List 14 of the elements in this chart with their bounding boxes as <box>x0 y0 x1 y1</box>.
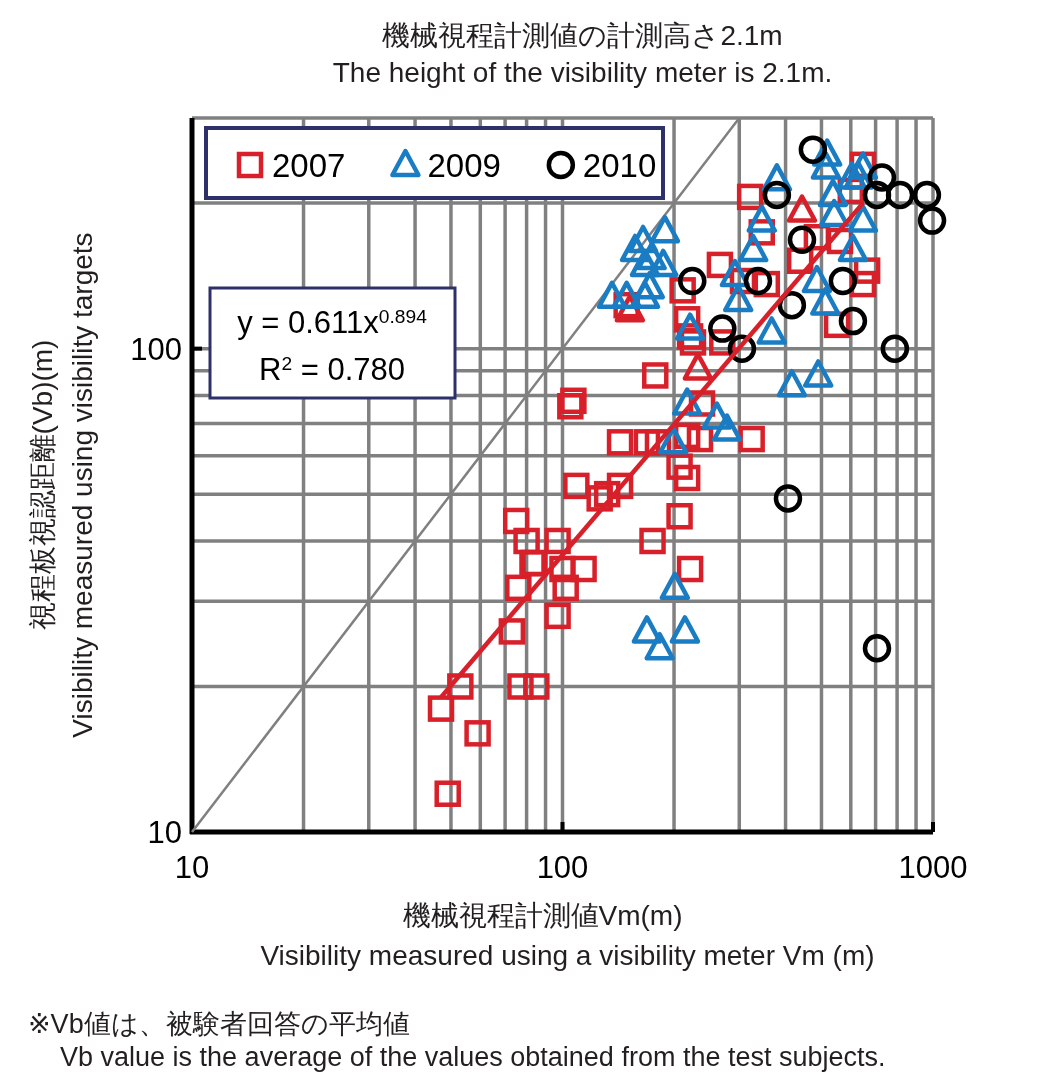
legend-label: 2007 <box>272 147 346 184</box>
annotation: y = 0.611x$^{0.894}$ <box>237 305 428 340</box>
text: Vb value is the average of the values obtained from the test subjects. <box>60 1042 886 1072</box>
x-tick-label: 100 <box>536 850 589 885</box>
annotation: R$^{2}$ = 0.780 <box>259 352 405 387</box>
x-tick-label: 10 <box>174 850 210 885</box>
legend-label: 2009 <box>427 147 501 184</box>
y-axis-title: 視程板視認距離(Vb)(m) Visibility measured using visibility targets <box>27 232 98 738</box>
x-axis-title: 機械視程計測値Vm(m) Visibility measured using a visibility meter Vm (m) <box>260 900 875 971</box>
chart-title: 機械視程計測値の計測高さ2.1m <box>382 20 783 51</box>
chart-subtitle: The height of the visibility meter is 2.1m. <box>332 57 833 88</box>
x-tick-label: 1000 <box>898 850 968 885</box>
text: ※Vb値は、被験者回答の平均値 <box>28 1009 410 1039</box>
legend-label: 2010 <box>582 147 657 184</box>
